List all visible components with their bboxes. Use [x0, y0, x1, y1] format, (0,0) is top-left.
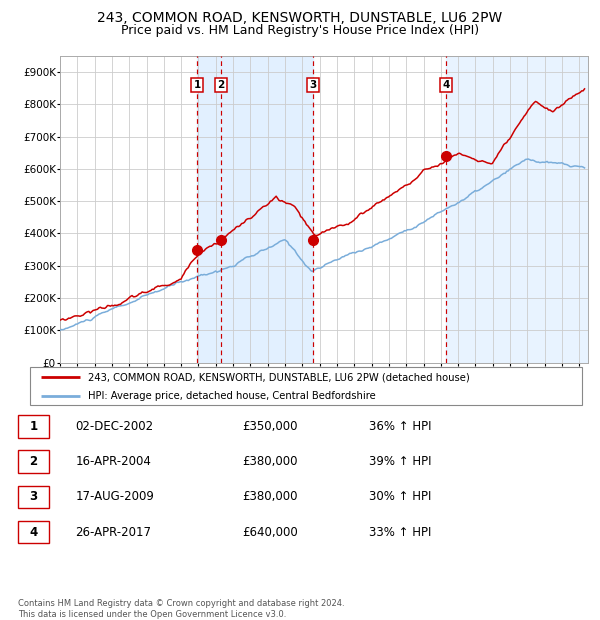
- Text: 3: 3: [29, 490, 38, 503]
- Bar: [197, 56, 313, 363]
- Text: 30% ↑ HPI: 30% ↑ HPI: [369, 490, 431, 503]
- Text: 2: 2: [217, 80, 224, 90]
- FancyBboxPatch shape: [18, 450, 49, 473]
- FancyBboxPatch shape: [18, 521, 49, 543]
- FancyBboxPatch shape: [30, 366, 582, 405]
- Text: 17-AUG-2009: 17-AUG-2009: [76, 490, 154, 503]
- Text: 16-APR-2004: 16-APR-2004: [76, 455, 151, 468]
- Text: £350,000: £350,000: [242, 420, 298, 433]
- Text: HPI: Average price, detached house, Central Bedfordshire: HPI: Average price, detached house, Cent…: [88, 391, 376, 401]
- Text: 02-DEC-2002: 02-DEC-2002: [76, 420, 154, 433]
- Text: 1: 1: [193, 80, 201, 90]
- Text: £380,000: £380,000: [242, 455, 298, 468]
- Text: 243, COMMON ROAD, KENSWORTH, DUNSTABLE, LU6 2PW (detached house): 243, COMMON ROAD, KENSWORTH, DUNSTABLE, …: [88, 372, 470, 382]
- Text: 3: 3: [310, 80, 317, 90]
- Text: 243, COMMON ROAD, KENSWORTH, DUNSTABLE, LU6 2PW: 243, COMMON ROAD, KENSWORTH, DUNSTABLE, …: [97, 11, 503, 25]
- Text: 33% ↑ HPI: 33% ↑ HPI: [369, 526, 431, 539]
- FancyBboxPatch shape: [18, 485, 49, 508]
- Text: £380,000: £380,000: [242, 490, 298, 503]
- Text: 36% ↑ HPI: 36% ↑ HPI: [369, 420, 431, 433]
- Text: Contains HM Land Registry data © Crown copyright and database right 2024.
This d: Contains HM Land Registry data © Crown c…: [18, 600, 344, 619]
- Text: £640,000: £640,000: [242, 526, 298, 539]
- Text: 1: 1: [29, 420, 38, 433]
- Text: 4: 4: [29, 526, 38, 539]
- Text: 39% ↑ HPI: 39% ↑ HPI: [369, 455, 431, 468]
- FancyBboxPatch shape: [18, 415, 49, 438]
- Bar: [446, 56, 588, 363]
- Text: 26-APR-2017: 26-APR-2017: [76, 526, 151, 539]
- Text: Price paid vs. HM Land Registry's House Price Index (HPI): Price paid vs. HM Land Registry's House …: [121, 24, 479, 37]
- Text: 2: 2: [29, 455, 38, 468]
- Text: 4: 4: [443, 80, 450, 90]
